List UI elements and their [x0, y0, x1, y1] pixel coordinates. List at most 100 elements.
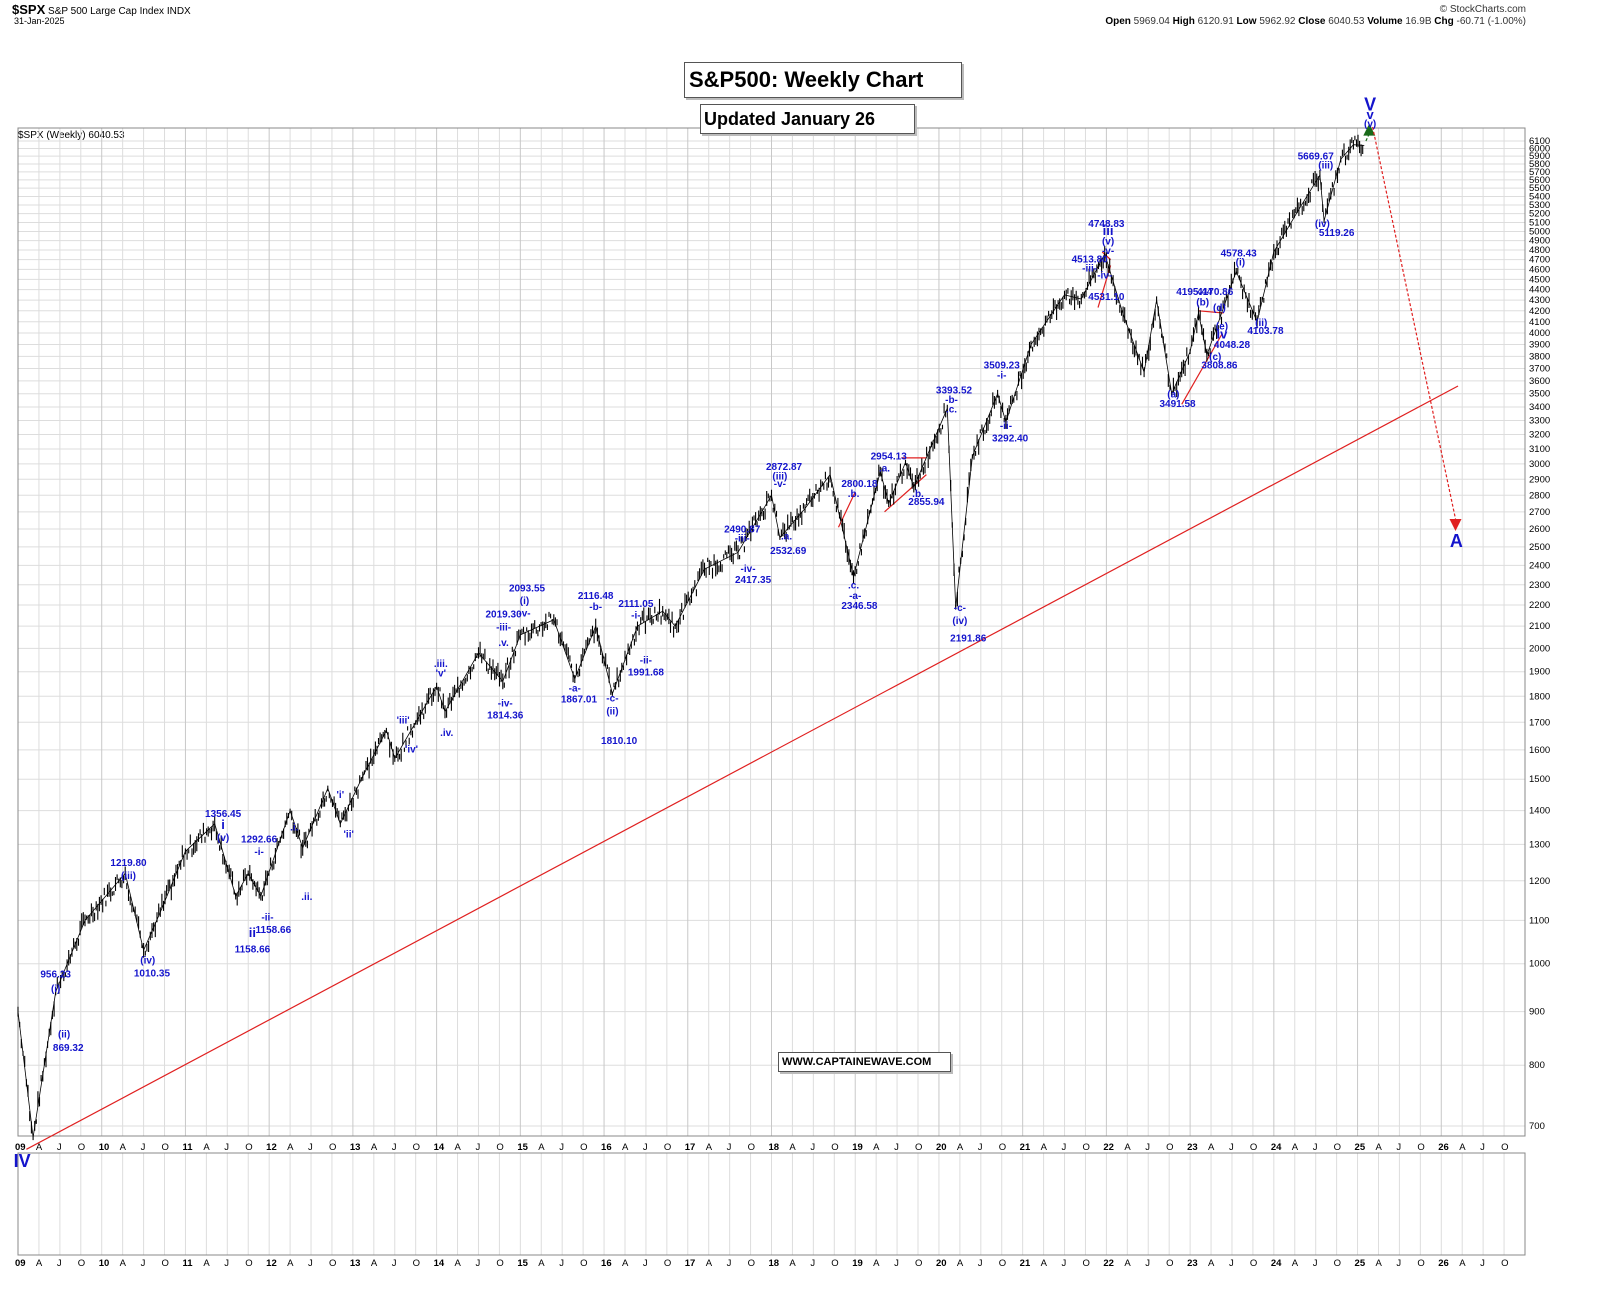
- wave-label: (e): [1216, 322, 1228, 333]
- wave-label: 1810.10: [601, 736, 638, 747]
- wave-label: -iii-: [1082, 263, 1097, 274]
- x-tick-label-lower: O: [915, 1258, 922, 1269]
- x-tick-label: A: [789, 1142, 796, 1153]
- y-tick-label: 1100: [1529, 915, 1549, 926]
- wave-label: 4170.86: [1197, 287, 1234, 298]
- wedge-line: [1181, 333, 1223, 405]
- wave-label: -iv-: [741, 564, 756, 575]
- x-tick-label: O: [496, 1142, 503, 1153]
- chart-axes: 7008009001000110012001300140015001600170…: [15, 127, 1550, 1269]
- wave-label: 3509.23: [984, 360, 1021, 371]
- watermark: © StockCharts.com: [1439, 4, 1526, 15]
- x-tick-label: A: [873, 1142, 880, 1153]
- wave-label: 1292.66: [241, 835, 278, 846]
- y-tick-label: 4700: [1529, 255, 1550, 266]
- x-tick-label-lower: J: [1313, 1258, 1318, 1269]
- y-tick-label: 3000: [1529, 459, 1550, 470]
- x-tick-label-lower: A: [203, 1258, 210, 1269]
- wave-label: (iii): [121, 871, 136, 882]
- wave-label: -ii-: [1000, 421, 1012, 432]
- wave-label: 2417.35: [735, 575, 772, 586]
- x-tick-label: J: [727, 1142, 732, 1153]
- x-tick-label-lower: 23: [1187, 1258, 1198, 1269]
- wave-label: 1991.68: [628, 667, 665, 678]
- wave-label: 5119.26: [1319, 228, 1355, 239]
- quote-value: -60.71 (-1.00%): [1456, 16, 1526, 27]
- x-tick-label: O: [78, 1142, 85, 1153]
- wave-label: 4748.83: [1088, 219, 1125, 230]
- y-tick-label: 1300: [1529, 839, 1550, 850]
- wave-label: -iii-: [496, 623, 511, 634]
- y-tick-label: 1800: [1529, 691, 1550, 702]
- x-tick-label-lower: A: [1292, 1258, 1299, 1269]
- wave-label: -iv-: [1097, 270, 1112, 281]
- x-tick-label: 22: [1103, 1142, 1114, 1153]
- chart-title-box: S&P500: Weekly Chart: [684, 62, 962, 98]
- wave-label: 2019.30: [486, 610, 523, 621]
- x-tick-label-lower: J: [727, 1258, 732, 1269]
- y-tick-label: 6100: [1529, 136, 1550, 147]
- x-tick-label: 19: [852, 1142, 863, 1153]
- wave-label: .c.: [848, 581, 859, 592]
- y-tick-label: 1000: [1529, 959, 1550, 970]
- x-tick-label-lower: J: [643, 1258, 648, 1269]
- x-tick-label: 21: [1020, 1142, 1031, 1153]
- x-tick-label: O: [1417, 1142, 1424, 1153]
- x-tick-label-lower: 12: [266, 1258, 277, 1269]
- wave-label: .iii.: [434, 659, 448, 670]
- wave-label: -c-: [606, 693, 618, 704]
- x-tick-label: J: [475, 1142, 480, 1153]
- x-tick-label-lower: J: [810, 1258, 815, 1269]
- x-tick-label: O: [915, 1142, 922, 1153]
- x-tick-label-lower: 16: [601, 1258, 612, 1269]
- x-tick-label: O: [664, 1142, 671, 1153]
- wave-label: (i): [51, 984, 60, 995]
- x-tick-label-lower: 20: [936, 1258, 947, 1269]
- y-tick-label: 3400: [1529, 402, 1550, 413]
- wave-label: (b): [1196, 297, 1209, 308]
- x-tick-label: A: [706, 1142, 713, 1153]
- x-tick-label-lower: A: [455, 1258, 462, 1269]
- x-tick-label: J: [1229, 1142, 1234, 1153]
- y-tick-label: 1500: [1529, 774, 1550, 785]
- y-tick-label: 2700: [1529, 507, 1550, 518]
- x-tick-label-lower: J: [559, 1258, 564, 1269]
- y-tick-label: 5100: [1529, 217, 1550, 228]
- support-trendline: [26, 385, 1459, 1150]
- wave-label: -b-: [589, 602, 602, 613]
- x-tick-label-lower: J: [1229, 1258, 1234, 1269]
- y-tick-label: 900: [1529, 1007, 1545, 1018]
- wave-label: (d): [1213, 303, 1226, 314]
- y-tick-label: 800: [1529, 1060, 1545, 1071]
- x-tick-label: A: [287, 1142, 294, 1153]
- quote-value: 5969.04: [1133, 16, 1173, 27]
- y-tick-label: 3600: [1529, 376, 1550, 387]
- wave-label: -a-: [569, 683, 581, 694]
- x-tick-label-lower: A: [287, 1258, 294, 1269]
- wave-label: .i.: [290, 823, 299, 834]
- x-tick-label: J: [1062, 1142, 1067, 1153]
- x-tick-label-lower: 11: [182, 1258, 193, 1269]
- wave-label: 4531.10: [1088, 292, 1125, 303]
- y-tick-label: 4200: [1529, 306, 1550, 317]
- x-tick-label: J: [308, 1142, 313, 1153]
- wave-label: -ii-: [261, 912, 273, 923]
- wave-label: 'v': [436, 669, 446, 680]
- x-tick-label: A: [1375, 1142, 1382, 1153]
- wave-label: 956.23: [40, 970, 71, 981]
- wave-label: 869.32: [53, 1043, 84, 1054]
- y-tick-label: 2300: [1529, 580, 1550, 591]
- forecast-down-line: [1372, 126, 1457, 520]
- y-tick-label: 5300: [1529, 200, 1550, 211]
- x-tick-label-lower: 26: [1438, 1258, 1449, 1269]
- wave-label: -v-: [774, 479, 786, 490]
- x-tick-label-lower: J: [57, 1258, 62, 1269]
- wave-label: 4048.28: [1214, 340, 1251, 351]
- y-tick-label: 4600: [1529, 264, 1550, 275]
- wave-label: .c.: [946, 404, 957, 415]
- x-tick-label-lower: 25: [1355, 1258, 1366, 1269]
- quote-value: 6120.91: [1197, 16, 1237, 27]
- y-tick-label: 6000: [1529, 144, 1550, 155]
- wave-label: (v): [1102, 236, 1114, 247]
- wave-label: 1867.01: [561, 695, 598, 706]
